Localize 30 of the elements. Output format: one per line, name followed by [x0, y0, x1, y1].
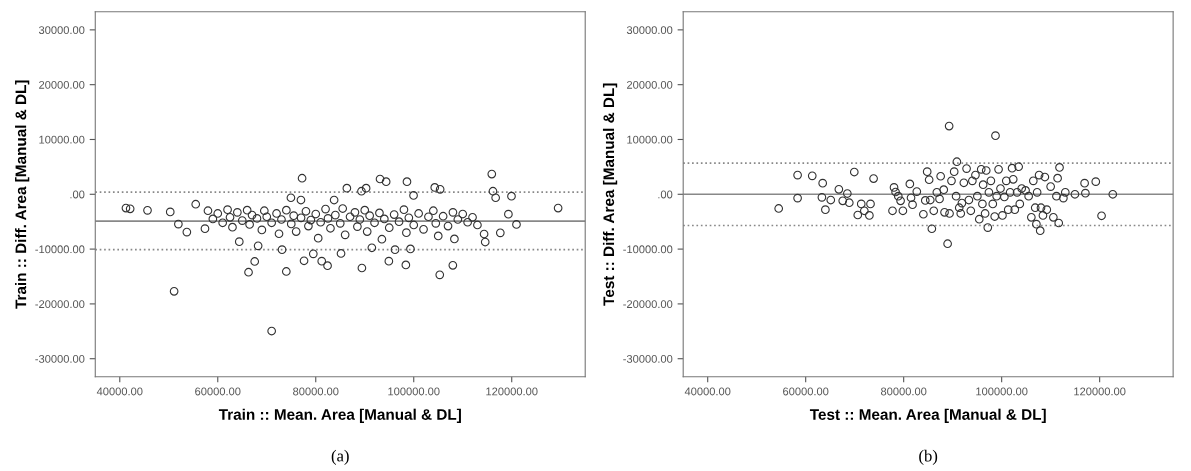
x-axis-title: Test :: Mean. Area [Manual & DL] [809, 408, 1046, 423]
x-tick-label: 100000.00 [388, 387, 440, 396]
y-tick-label: .00 [70, 190, 85, 199]
x-tick-label: 40000.00 [684, 387, 731, 396]
x-tick-label: 60000.00 [195, 387, 241, 396]
y-tick-label: 10000.00 [627, 135, 673, 144]
y-tick-label: -20000.00 [623, 300, 673, 309]
x-tick-label: 100000.00 [976, 387, 1028, 396]
text: (b) [919, 449, 938, 465]
x-tick-label: 120000.00 [1074, 387, 1126, 396]
text: (a) [331, 449, 349, 465]
y-tick-label: 20000.00 [627, 80, 673, 89]
y-tick-label: .00 [658, 190, 673, 199]
y-tick-label: 20000.00 [39, 80, 85, 89]
x-axis-title: Train :: Mean. Area [Manual & DL] [218, 408, 461, 423]
x-tick-label: 80000.00 [880, 387, 927, 396]
y-tick-label: -10000.00 [35, 245, 85, 254]
y-tick-label: -10000.00 [623, 245, 673, 254]
y-tick-label: 30000.00 [38, 26, 85, 34]
y-tick-label: 10000.00 [39, 135, 85, 144]
x-tick-label: 80000.00 [293, 387, 339, 396]
y-tick-label: -30000.00 [35, 354, 85, 363]
y-tick-label: -30000.00 [623, 354, 673, 363]
y-axis-title: Test :: Diff. Area [Manual & DL] [602, 83, 618, 306]
y-tick-label: -20000.00 [35, 300, 85, 309]
x-tick-label: 40000.00 [96, 387, 143, 396]
x-tick-label: 60000.00 [783, 387, 829, 396]
y-tick-label: 30000.00 [626, 26, 673, 34]
y-axis-title: Train :: Diff. Area [Manual & DL] [15, 80, 30, 309]
x-tick-label: 120000.00 [486, 387, 538, 396]
